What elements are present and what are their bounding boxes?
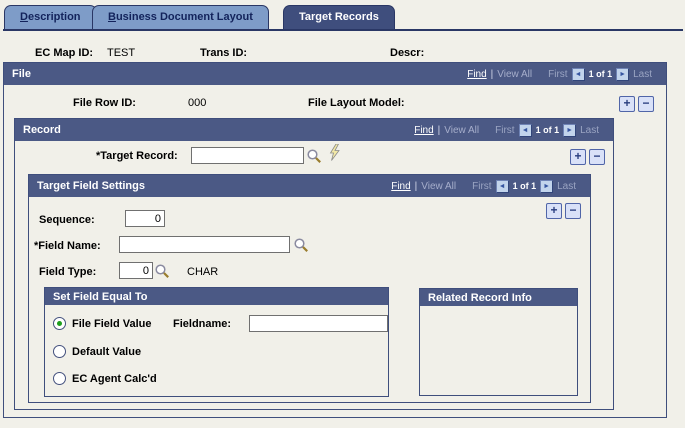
nav-separator: | — [414, 180, 418, 192]
field-type-lookup-icon[interactable] — [154, 263, 170, 279]
previous-row-button[interactable]: ◄ — [518, 123, 532, 137]
ec-map-id-label: EC Map ID: — [35, 47, 94, 59]
set-field-equal-to-groupbox: Set Field Equal To File Field Value Fiel… — [44, 287, 389, 397]
file-groupbox: File Find | View All First ◄ 1 of 1 ► La… — [3, 62, 667, 418]
radio-default-value[interactable] — [53, 345, 66, 358]
fieldname-label: Fieldname: — [173, 318, 232, 330]
view-all-link[interactable]: View All — [421, 180, 457, 192]
add-row-button[interactable]: + — [619, 96, 635, 112]
record-row-buttons: + − — [570, 149, 605, 165]
row-position-text: 1 of 1 — [588, 69, 613, 79]
file-row-id-value: 000 — [188, 97, 207, 109]
descr-label: Descr: — [390, 47, 425, 59]
ec-map-id-value: TEST — [107, 47, 136, 59]
tab-accesskey-letter: D — [20, 11, 28, 23]
find-link[interactable]: Find — [391, 180, 411, 192]
last-link[interactable]: Last — [633, 68, 652, 80]
radio-ec-agent-calcd[interactable] — [53, 372, 66, 385]
file-row-buttons: + − — [619, 96, 654, 112]
target-field-settings-title: Target Field Settings — [37, 180, 145, 192]
last-link[interactable]: Last — [580, 124, 599, 136]
first-link[interactable]: First — [548, 68, 568, 80]
find-link[interactable]: Find — [414, 124, 434, 136]
file-row-id-label: File Row ID: — [73, 97, 136, 109]
record-title: Record — [23, 124, 61, 136]
row-navigation: Find | View All First ◄ 1 of 1 ► Last — [414, 123, 599, 137]
radio-ec-agent-calcd-label: EC Agent Calc'd — [72, 373, 157, 385]
related-record-info-groupbox: Related Record Info — [419, 288, 578, 396]
tab-label: Target Records — [299, 11, 379, 23]
delete-row-button[interactable]: − — [589, 149, 605, 165]
next-row-button[interactable]: ► — [563, 123, 577, 137]
file-header-bar: File Find | View All First ◄ 1 of 1 ► La… — [4, 63, 666, 85]
previous-row-button[interactable]: ◄ — [495, 179, 509, 193]
add-row-button[interactable]: + — [546, 203, 562, 219]
delete-row-button[interactable]: − — [638, 96, 654, 112]
target-field-row-buttons: + − — [546, 203, 581, 219]
next-row-button[interactable]: ► — [616, 67, 630, 81]
record-groupbox: Record Find | View All First ◄ 1 of 1 ► … — [14, 118, 614, 410]
fieldname-input[interactable] — [249, 315, 388, 332]
field-type-label: Field Type: — [39, 266, 97, 278]
set-field-equal-to-title: Set Field Equal To — [53, 290, 148, 303]
target-record-label: *Target Record: — [96, 150, 178, 162]
row-navigation: Find | View All First ◄ 1 of 1 ► Last — [467, 67, 652, 81]
first-link[interactable]: First — [495, 124, 515, 136]
first-link[interactable]: First — [472, 180, 492, 192]
tab-business-document-layout[interactable]: Business Document Layout — [92, 5, 269, 29]
find-link[interactable]: Find — [467, 68, 487, 80]
tab-label: escription — [27, 11, 81, 23]
nav-separator: | — [490, 68, 494, 80]
target-record-lookup-icon[interactable] — [306, 148, 322, 164]
delete-row-button[interactable]: − — [565, 203, 581, 219]
sequence-input[interactable] — [125, 210, 165, 227]
field-name-lookup-icon[interactable] — [293, 237, 309, 253]
nav-separator: | — [437, 124, 441, 136]
sequence-label: Sequence: — [39, 214, 95, 226]
tab-underline-rule — [3, 29, 683, 31]
add-row-button[interactable]: + — [570, 149, 586, 165]
tab-label: usiness Document Layout — [115, 11, 253, 23]
target-field-settings-header-bar: Target Field Settings Find | View All Fi… — [29, 175, 590, 197]
tab-target-records[interactable]: Target Records — [283, 5, 395, 29]
field-type-input[interactable] — [119, 262, 153, 279]
file-layout-model-label: File Layout Model: — [308, 97, 405, 109]
view-all-link[interactable]: View All — [444, 124, 480, 136]
row-position-text: 1 of 1 — [535, 125, 560, 135]
radio-file-field-value[interactable] — [53, 317, 66, 330]
previous-row-button[interactable]: ◄ — [571, 67, 585, 81]
last-link[interactable]: Last — [557, 180, 576, 192]
field-name-label: *Field Name: — [34, 240, 101, 252]
target-field-settings-groupbox: Target Field Settings Find | View All Fi… — [28, 174, 591, 403]
field-name-input[interactable] — [119, 236, 290, 253]
tab-accesskey-letter: B — [108, 11, 116, 23]
next-row-button[interactable]: ► — [540, 179, 554, 193]
file-title: File — [12, 68, 31, 80]
row-navigation: Find | View All First ◄ 1 of 1 ► Last — [391, 179, 576, 193]
lightning-bolt-icon[interactable] — [328, 143, 341, 161]
related-record-info-title: Related Record Info — [428, 291, 532, 304]
view-all-link[interactable]: View All — [497, 68, 533, 80]
trans-id-label: Trans ID: — [200, 47, 248, 59]
radio-file-field-value-label: File Field Value — [72, 318, 152, 330]
record-header-bar: Record Find | View All First ◄ 1 of 1 ► … — [15, 119, 613, 141]
tab-description[interactable]: Description — [4, 5, 97, 29]
field-type-value-text: CHAR — [187, 266, 219, 278]
set-field-equal-to-header-bar: Set Field Equal To — [45, 288, 388, 305]
related-record-info-header-bar: Related Record Info — [420, 289, 577, 306]
target-record-input[interactable] — [191, 147, 304, 164]
radio-default-value-label: Default Value — [72, 346, 142, 358]
row-position-text: 1 of 1 — [512, 181, 537, 191]
